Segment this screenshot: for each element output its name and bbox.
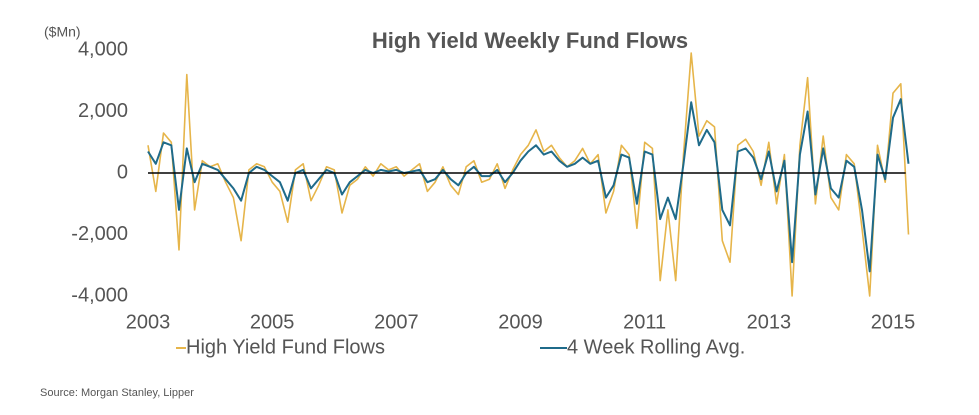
x-tick-label: 2007	[374, 311, 419, 333]
x-tick-label: 2009	[498, 311, 543, 333]
legend-label: High Yield Fund Flows	[186, 336, 385, 358]
y-axis-unit: ($Mn)	[44, 24, 81, 40]
y-tick-label: 2,000	[78, 100, 128, 122]
x-tick-label: 2013	[747, 311, 792, 333]
series-line	[147, 52, 910, 297]
x-tick-label: 2005	[250, 311, 295, 333]
y-tick-label: -2,000	[71, 223, 128, 245]
y-tick-label: 0	[117, 161, 128, 183]
x-tick-label: 2015	[871, 311, 916, 333]
source-note: Source: Morgan Stanley, Lipper	[40, 387, 194, 399]
x-tick-label: 2003	[126, 311, 171, 333]
x-tick-label: 2011	[623, 311, 666, 333]
y-tick-label: 4,000	[78, 38, 128, 60]
legend-label: 4 Week Rolling Avg.	[567, 336, 745, 358]
y-tick-label: -4,000	[71, 284, 128, 306]
chart-title: High Yield Weekly Fund Flows	[372, 28, 688, 53]
series-line	[147, 98, 910, 273]
